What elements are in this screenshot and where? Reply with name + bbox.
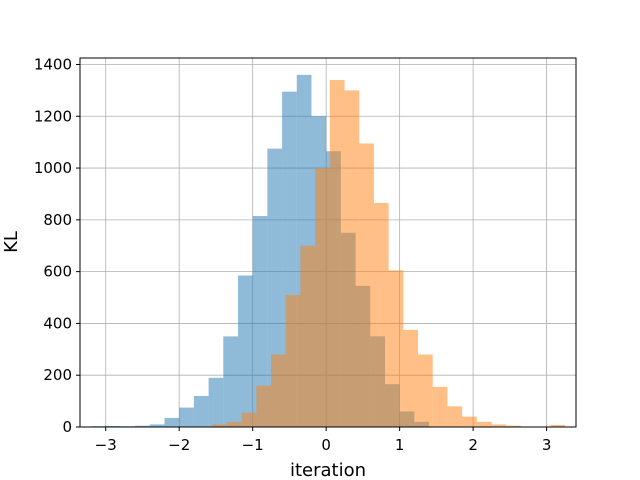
histogram-bar xyxy=(135,425,150,427)
y-tick-label: 600 xyxy=(43,263,72,281)
y-axis-label: KL xyxy=(1,231,22,253)
histogram-bar xyxy=(476,421,492,427)
histogram-bar xyxy=(212,424,227,427)
histogram-bar xyxy=(491,424,507,427)
x-tick-label: −3 xyxy=(95,436,117,454)
histogram-bar xyxy=(418,354,433,427)
histogram-bar xyxy=(344,90,360,428)
x-tick-label: −1 xyxy=(242,436,264,454)
histogram-bar xyxy=(105,425,121,427)
histogram-bar xyxy=(373,203,389,427)
histogram-bar xyxy=(208,377,224,427)
histogram-bar xyxy=(241,412,257,427)
histogram-bar xyxy=(550,424,565,427)
histogram-bar xyxy=(179,407,194,427)
y-tick-label: 0 xyxy=(62,418,72,436)
x-tick-label: 3 xyxy=(542,436,552,454)
y-tick-label: 800 xyxy=(43,211,72,229)
plot-frame xyxy=(79,57,577,428)
histogram-bars xyxy=(91,74,565,428)
y-tick-label: 1400 xyxy=(34,55,72,73)
histogram-bar xyxy=(237,275,253,427)
histogram-bar xyxy=(359,143,374,427)
histogram-bar xyxy=(285,294,301,427)
histogram-bar xyxy=(447,406,463,427)
histogram-bar xyxy=(256,385,272,427)
x-tick-label: 1 xyxy=(395,436,405,454)
histogram-bar xyxy=(226,421,242,427)
histogram-bar xyxy=(403,329,419,427)
histogram-bar xyxy=(149,424,165,427)
histogram-bar xyxy=(193,395,209,427)
y-tick-label: 400 xyxy=(43,314,72,332)
histogram-bar xyxy=(506,425,521,427)
x-tick-label: −2 xyxy=(168,436,190,454)
y-tick-label: 1000 xyxy=(34,159,72,177)
histogram-bar xyxy=(432,386,448,427)
x-axis-label: iteration xyxy=(290,460,366,480)
histogram-bar xyxy=(300,245,316,427)
histogram-bar xyxy=(329,80,345,427)
histogram-bar xyxy=(388,270,404,427)
histogram-bar xyxy=(315,168,330,428)
y-tick-label: 1200 xyxy=(34,107,72,125)
x-tick-label: 0 xyxy=(321,436,331,454)
histogram-bar xyxy=(271,354,286,427)
histogram-bar xyxy=(462,416,477,427)
y-tick-label: 200 xyxy=(43,366,72,384)
histogram-bar xyxy=(223,336,238,427)
x-tick-label: 2 xyxy=(468,436,478,454)
histogram-bar xyxy=(252,215,268,427)
series-2-bars xyxy=(212,80,565,428)
axes: −3 −2 −1 0 1 2 3 0 200 400 600 800 1000 1200 1400 xyxy=(34,55,577,454)
histogram-bar xyxy=(164,417,180,427)
